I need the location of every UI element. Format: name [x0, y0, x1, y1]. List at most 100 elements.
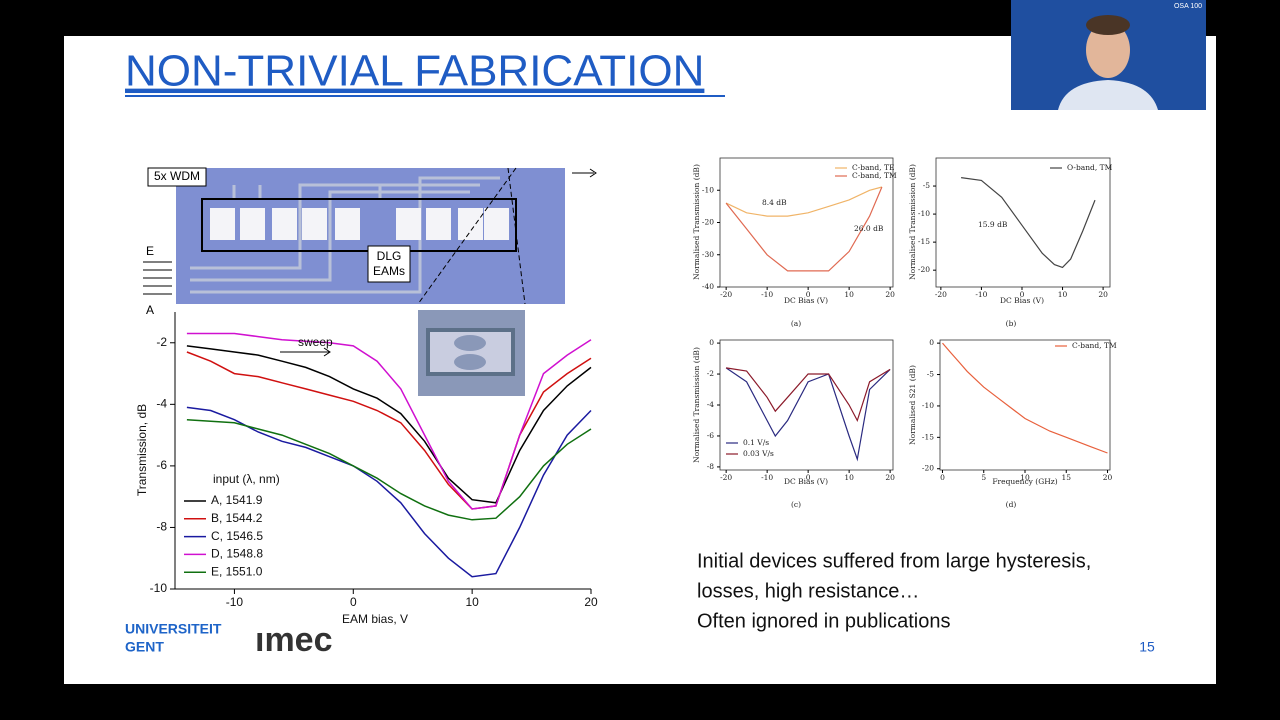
university-logo: GENT [125, 639, 164, 655]
slide-title: NON-TRIVIAL FABRICATION [125, 47, 704, 96]
x-tick-label: 10 [844, 473, 854, 482]
y-tick-label: -10 [918, 209, 930, 218]
x-tick-label: 20 [1098, 290, 1108, 299]
data-line [726, 367, 891, 423]
x-tick-label: -10 [975, 290, 987, 299]
y-tick-label: -30 [702, 250, 714, 259]
x-axis-label: DC Bias (V) [784, 477, 828, 486]
y-tick-label: -15 [922, 432, 934, 441]
x-tick-label: 20 [1103, 473, 1113, 482]
panel-caption: (c) [791, 500, 801, 509]
y-tick-label: -6 [707, 431, 715, 440]
legend-label: E, 1551.0 [211, 564, 263, 578]
annotation: 15.9 dB [978, 220, 1008, 229]
x-tick-label: -20 [720, 290, 732, 299]
y-tick-label: -10 [150, 581, 168, 595]
y-tick-label: -5 [923, 181, 931, 190]
data-line [186, 406, 592, 578]
data-line [186, 332, 592, 510]
x-tick-label: 0 [1020, 290, 1025, 299]
university-logo: UNIVERSITEIT [125, 621, 222, 637]
y-tick-label: -2 [156, 335, 167, 349]
legend-label: O-band, TM [1067, 163, 1113, 172]
x-tick-label: -10 [761, 290, 773, 299]
annotation: 8.4 dB [762, 198, 787, 207]
x-tick-label: 20 [885, 290, 895, 299]
x-tick-label: 20 [584, 595, 598, 609]
sweep-arrowhead [323, 347, 331, 357]
legend-label: C-band, TM [1072, 341, 1117, 350]
field-label: E [146, 244, 154, 258]
y-tick-label: -20 [922, 464, 934, 473]
y-axis-label: Normalised Transmission (dB) [692, 164, 701, 280]
legend-label: D, 1548.8 [211, 547, 263, 561]
y-tick-label: -8 [707, 462, 715, 471]
y-tick-label: -15 [918, 237, 930, 246]
x-tick-label: 10 [465, 595, 479, 609]
data-line [186, 418, 592, 521]
legend-label: C-band, TM [852, 171, 897, 180]
legend-label: 0.1 V/s [743, 438, 769, 447]
webcam-badge: OSA 100 [1174, 3, 1202, 10]
eam-label: EAMs [373, 264, 405, 278]
plot-frame [935, 157, 1111, 288]
legend-label: B, 1544.2 [211, 511, 263, 525]
y-axis-label: Normalised S21 (dB) [908, 365, 917, 445]
y-tick-label: -10 [702, 185, 714, 194]
y-tick-label: -4 [156, 397, 167, 411]
x-tick-label: 10 [1020, 473, 1030, 482]
data-line [961, 177, 1096, 269]
annotation: sweep [298, 335, 333, 349]
data-line [186, 345, 592, 504]
body-text: losses, high resistance… [697, 580, 919, 602]
y-tick-label: 0 [929, 338, 934, 347]
x-tick-label: 10 [1058, 290, 1068, 299]
y-tick-label: 0 [709, 338, 714, 347]
legend-title: input (λ, nm) [213, 472, 280, 486]
y-axis-label: Transmission, dB [135, 404, 149, 496]
y-tick-label: -10 [922, 401, 934, 410]
annotation: 26.0 dB [854, 224, 884, 233]
y-tick-label: -8 [156, 520, 167, 534]
x-tick-label: -20 [935, 290, 947, 299]
data-line [725, 186, 883, 272]
x-axis-label: DC Bias (V) [1000, 296, 1044, 305]
y-tick-label: -2 [707, 369, 715, 378]
x-tick-label: 15 [1061, 473, 1071, 482]
x-tick-label: 0 [350, 595, 357, 609]
legend-label: A, 1541.9 [211, 493, 263, 507]
x-tick-label: -20 [720, 473, 732, 482]
y-tick-label: -20 [918, 265, 930, 274]
x-axis-label: DC Bias (V) [784, 296, 828, 305]
y-tick-label: -5 [927, 370, 935, 379]
x-tick-label: -10 [226, 595, 244, 609]
x-tick-label: 10 [844, 290, 854, 299]
legend-label: C-band, TE [852, 163, 894, 172]
wdm-label: 5x WDM [154, 169, 200, 183]
panel-label: A [146, 303, 154, 317]
x-tick-label: 20 [885, 473, 895, 482]
data-line [725, 186, 883, 217]
x-tick-label: 0 [806, 290, 811, 299]
panel-caption: (d) [1006, 500, 1017, 509]
y-tick-label: -4 [707, 400, 715, 409]
panel-caption: (b) [1006, 319, 1017, 328]
y-axis-label: Normalised Transmission (dB) [908, 164, 917, 280]
eam-label: DLG [377, 249, 402, 263]
slide [64, 36, 1216, 684]
micrograph [143, 167, 597, 396]
legend-label: C, 1546.5 [211, 529, 263, 543]
y-tick-label: -40 [702, 282, 714, 291]
webcam [1011, 0, 1206, 110]
x-tick-label: 5 [981, 473, 986, 482]
data-line [942, 342, 1108, 454]
x-tick-label: 0 [806, 473, 811, 482]
x-tick-label: -10 [761, 473, 773, 482]
body-text: Initial devices suffered from large hyst… [697, 550, 1091, 572]
panel-caption: (a) [791, 319, 801, 328]
y-tick-label: -6 [156, 458, 167, 472]
body-text: Often ignored in publications [697, 610, 951, 632]
imec-logo: ımec [255, 621, 333, 659]
page-number: 15 [1139, 639, 1155, 655]
x-tick-label: 0 [940, 473, 945, 482]
